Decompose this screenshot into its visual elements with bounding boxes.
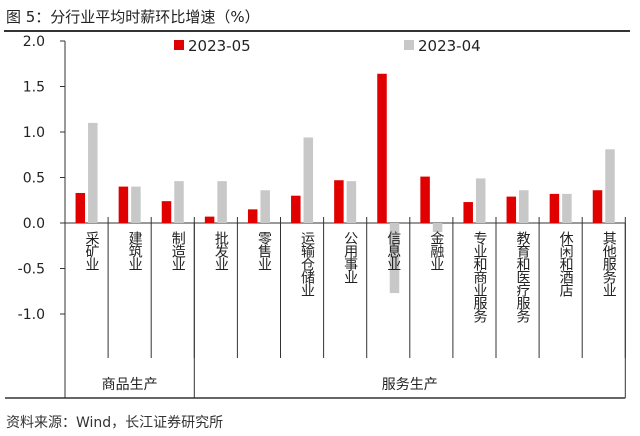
category-label: 公用事业 <box>342 231 358 284</box>
legend-swatch-2023-04 <box>404 40 414 50</box>
y-tick-label: -0.5 <box>18 262 45 278</box>
bar-2023-05 <box>334 180 344 223</box>
category-label: 信息业 <box>385 231 401 271</box>
bar-2023-04 <box>174 181 184 223</box>
category-label: 金融业 <box>428 231 444 271</box>
category-label: 专业和商业服务 <box>471 231 487 323</box>
bar-2023-04 <box>475 178 486 223</box>
category-label: 制造业 <box>170 231 186 271</box>
y-tick-label: -1.0 <box>18 307 45 323</box>
bar-2023-05 <box>247 209 258 223</box>
bar-2023-04 <box>131 186 141 223</box>
category-label: 批发业 <box>213 231 229 271</box>
group-label: 服务生产 <box>382 377 438 393</box>
bar-2023-05 <box>592 190 603 223</box>
bar-2023-05 <box>377 73 387 223</box>
bar-2023-04 <box>346 181 357 223</box>
bar-2023-04 <box>605 149 615 223</box>
bar-2023-04 <box>519 190 529 223</box>
chart-title: 图 5：分行业平均时薪环比增速（%） <box>6 8 260 26</box>
source-note: 资料来源：Wind，长江证券研究所 <box>6 415 224 431</box>
bar-2023-04 <box>562 193 572 223</box>
bar-2023-04 <box>217 181 227 223</box>
category-label: 休闲和酒店 <box>558 231 574 297</box>
bar-2023-05 <box>75 192 86 223</box>
bar-2023-05 <box>291 195 301 223</box>
title-divider <box>4 30 630 32</box>
bar-2023-05 <box>204 216 215 223</box>
group-label: 商品生产 <box>102 377 158 393</box>
bar-2023-05 <box>161 201 172 223</box>
category-label: 其他服务业 <box>601 231 617 297</box>
bar-2023-05 <box>420 176 430 223</box>
legend-label: 2023-05 <box>188 37 251 55</box>
bar-2023-04 <box>88 122 98 223</box>
bar-2023-05 <box>463 202 473 223</box>
y-tick-label: 1.0 <box>23 125 45 141</box>
y-tick-label: 0.0 <box>23 216 45 232</box>
category-label: 运输仓储业 <box>299 231 315 297</box>
bar-2023-04 <box>389 223 400 294</box>
y-tick-label: 2.0 <box>23 34 45 50</box>
bar-2023-04 <box>303 137 314 223</box>
y-tick-label: 0.5 <box>23 171 45 187</box>
category-label: 建筑业 <box>127 231 143 271</box>
category-label: 采矿业 <box>84 231 100 271</box>
bar-2023-05 <box>549 193 560 223</box>
category-label: 零售业 <box>256 231 272 271</box>
bar-2023-04 <box>260 190 270 223</box>
legend-swatch-2023-05 <box>174 40 184 50</box>
bar-2023-04 <box>432 223 443 233</box>
bar-2023-05 <box>506 196 517 223</box>
category-label: 教育和医疗服务 <box>515 231 531 323</box>
bar-2023-05 <box>118 186 129 223</box>
y-tick-label: 1.5 <box>23 80 45 96</box>
legend-label: 2023-04 <box>418 37 481 55</box>
